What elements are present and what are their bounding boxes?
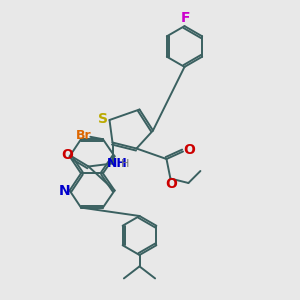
Text: O: O	[61, 148, 73, 162]
Text: O: O	[184, 143, 196, 157]
Text: N: N	[58, 184, 70, 198]
Text: Br: Br	[76, 129, 91, 142]
Text: O: O	[165, 177, 177, 191]
Text: NH: NH	[106, 157, 128, 170]
Text: H: H	[121, 159, 129, 169]
Text: S: S	[98, 112, 108, 126]
Text: F: F	[180, 11, 190, 25]
